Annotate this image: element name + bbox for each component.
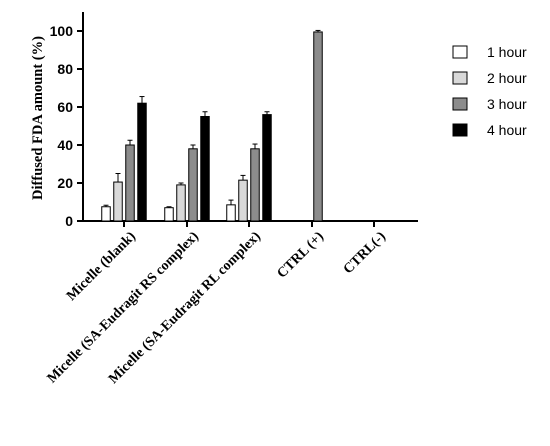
y-tick-label: 60 <box>57 99 73 115</box>
legend-label: 4 hour <box>487 122 527 138</box>
y-tick-label: 100 <box>50 23 74 39</box>
legend-label: 3 hour <box>487 96 527 112</box>
x-tick-label: CTRL(-) <box>341 229 389 277</box>
bar <box>176 184 186 222</box>
y-tick-label: 40 <box>57 137 73 153</box>
y-tick-label: 80 <box>57 61 73 77</box>
bar <box>250 148 260 222</box>
legend-label: 1 hour <box>487 44 527 60</box>
legend-label: 2 hour <box>487 70 527 86</box>
legend-swatch <box>452 123 468 137</box>
bar <box>101 206 111 222</box>
bar <box>164 207 174 222</box>
bar <box>188 148 198 222</box>
y-tick-label: 20 <box>57 175 73 191</box>
legend: 1 hour 2 hour 3 hour 4 hour <box>452 44 527 138</box>
bar <box>113 181 123 222</box>
legend-swatch <box>452 97 468 111</box>
y-tick-label: 0 <box>65 213 73 229</box>
legend-swatch <box>452 71 468 85</box>
bar <box>313 31 323 222</box>
bar <box>262 114 272 222</box>
y-axis-label: Diffused FDA amount (%) <box>30 36 46 200</box>
bar <box>137 102 147 222</box>
legend-swatch <box>452 45 468 59</box>
x-tick-label: CTRL (+) <box>275 229 328 282</box>
bar <box>238 179 248 222</box>
bar <box>200 116 210 222</box>
bar <box>226 204 236 222</box>
bar <box>125 144 135 222</box>
